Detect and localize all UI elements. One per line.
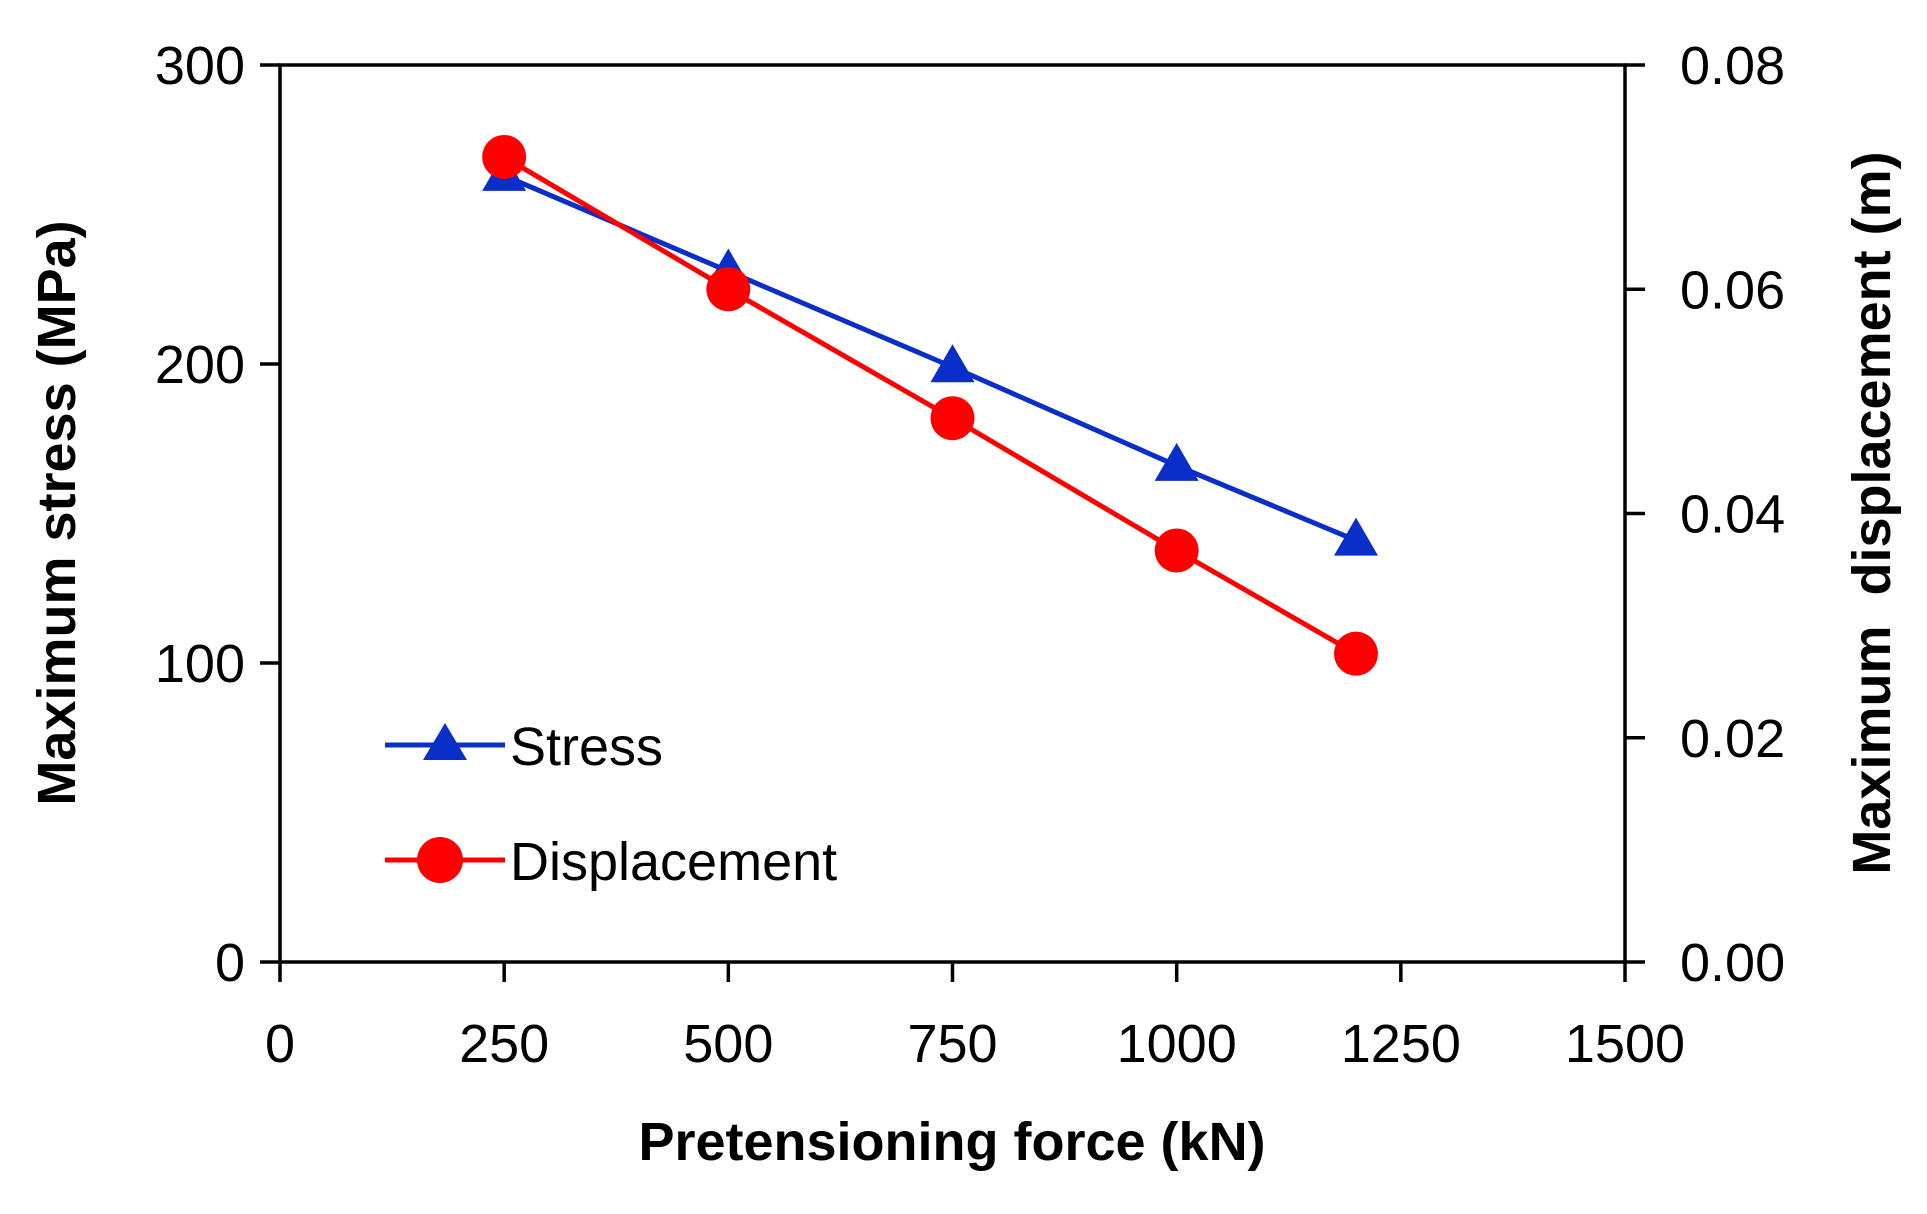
y-tick-label: 0 [215, 933, 245, 993]
y-axis-title: Maximum stress (MPa) [27, 220, 87, 805]
x-tick-label: 0 [265, 1014, 295, 1074]
displacement-series-line [502, 154, 1358, 656]
y-axis-right: 0.00 0.02 0.04 0.06 0.08 [1625, 36, 1785, 993]
y2-tick-label: 0.06 [1680, 260, 1785, 320]
x-tick-label: 1500 [1565, 1014, 1685, 1074]
displacement-data-point [930, 396, 975, 441]
series-layer [482, 134, 1378, 676]
displacement-data-point [706, 267, 751, 312]
displacement-data-point [1154, 528, 1199, 573]
legend: Stress Displacement [385, 717, 837, 892]
displacement-data-point [1334, 631, 1378, 676]
legend-stress-label: Stress [510, 717, 663, 777]
legend-displacement-marker [417, 837, 463, 883]
y2-tick-label: 0.08 [1680, 36, 1785, 96]
y2-tick-label: 0.02 [1680, 709, 1785, 769]
legend-stress-marker [423, 723, 467, 760]
y-tick-label: 200 [155, 335, 245, 395]
x-tick-label: 250 [459, 1014, 549, 1074]
y2-tick-label: 0.04 [1680, 485, 1785, 545]
x-axis: 0 250 500 750 1000 1250 1500 [265, 962, 1685, 1074]
y-tick-label: 300 [155, 36, 245, 96]
x-tick-label: 500 [683, 1014, 773, 1074]
stress-data-point [1334, 517, 1378, 556]
y2-tick-label: 0.00 [1680, 933, 1785, 993]
x-tick-label: 1000 [1117, 1014, 1237, 1074]
y-axis-left: 0 100 200 300 [155, 36, 280, 993]
displacement-data-point [482, 134, 527, 179]
x-tick-label: 1250 [1341, 1014, 1461, 1074]
legend-displacement-label: Displacement [510, 832, 837, 892]
x-axis-title: Pretensioning force (kN) [638, 1112, 1265, 1172]
x-tick-label: 750 [907, 1014, 997, 1074]
y-tick-label: 100 [155, 634, 245, 694]
y2-axis-title: Maximum displacement (m) [1842, 151, 1902, 874]
stress-data-point [930, 344, 975, 383]
plot-area-frame [278, 63, 1627, 964]
stress-data-point [1154, 442, 1199, 481]
